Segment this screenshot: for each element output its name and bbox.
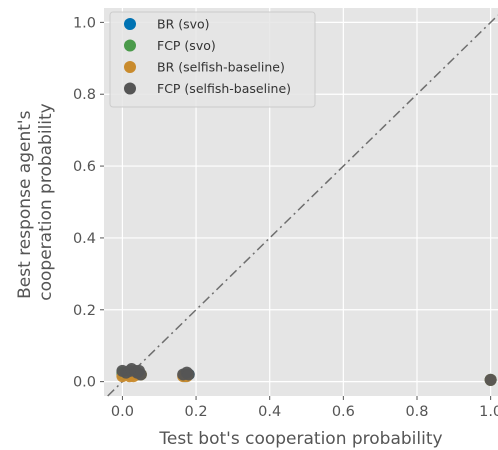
y-tick-label: 0.8 xyxy=(73,87,96,103)
legend-marker xyxy=(124,61,136,73)
data-point xyxy=(134,368,147,381)
legend-label: FCP (svo) xyxy=(157,38,216,53)
x-axis-label: Test bot's cooperation probability xyxy=(158,429,442,449)
x-tick-label: 0.4 xyxy=(258,404,281,420)
legend-label: BR (svo) xyxy=(157,17,210,32)
legend-label: FCP (selfish-baseline) xyxy=(157,81,291,96)
data-points xyxy=(116,363,497,386)
y-axis-ticks: 0.0 0.2 0.4 0.6 0.8 1.0 xyxy=(73,15,104,391)
y-axis-label: Best response agent's cooperation probab… xyxy=(15,103,56,300)
legend-box xyxy=(109,11,316,108)
x-tick-label: 0.6 xyxy=(332,404,355,420)
data-point xyxy=(484,373,497,386)
x-tick-label: 0.2 xyxy=(185,404,208,420)
x-tick-label: 1.0 xyxy=(479,404,498,420)
x-tick-label: 0.0 xyxy=(111,404,134,420)
diagonal-reference-line xyxy=(107,14,498,397)
legend-label: BR (selfish-baseline) xyxy=(157,60,285,75)
y-axis-label-line-2: cooperation probability xyxy=(36,103,56,300)
data-point xyxy=(182,368,195,381)
y-tick-label: 0.2 xyxy=(73,303,96,319)
y-tick-label: 1.0 xyxy=(73,15,96,31)
y-tick-label: 0.0 xyxy=(73,375,96,391)
x-tick-label: 0.8 xyxy=(405,404,428,420)
legend-marker xyxy=(124,82,136,95)
legend: BR (svo) FCP (svo) BR (selfish-baseline) FC… xyxy=(109,11,316,108)
x-axis-ticks: 0.0 0.2 0.4 0.6 0.8 1.0 xyxy=(111,396,498,420)
y-axis-label-line-1: Best response agent's xyxy=(15,110,35,298)
y-tick-label: 0.6 xyxy=(73,159,96,175)
legend-marker xyxy=(124,39,136,52)
legend-marker xyxy=(124,18,136,30)
y-tick-label: 0.4 xyxy=(73,231,96,247)
